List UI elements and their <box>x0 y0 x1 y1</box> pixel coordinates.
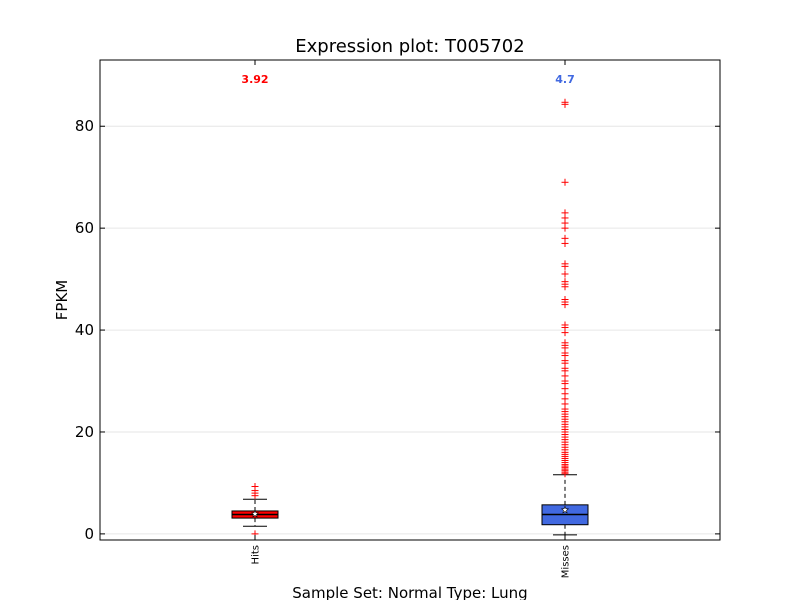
x-category-label: Misses <box>561 545 572 578</box>
outlier-point <box>561 178 569 186</box>
grid-layer <box>100 125 720 535</box>
mean-marker <box>560 505 570 514</box>
outlier-point <box>561 234 569 242</box>
outlier-point <box>561 270 569 278</box>
mean-annotation: 3.92 <box>241 73 268 86</box>
y-tick-label: 20 <box>75 423 94 441</box>
box-misses <box>541 474 589 536</box>
y-tick-label: 0 <box>84 525 94 543</box>
plot-frame <box>99 59 721 541</box>
mean-annotation: 4.7 <box>555 73 575 86</box>
y-tick-label: 80 <box>75 117 94 135</box>
outlier-point <box>561 339 569 347</box>
outlier-layer <box>251 98 569 538</box>
outlier-point <box>561 321 569 329</box>
mean-annotations: 3.92 4.7 <box>241 73 574 86</box>
y-tick-label: 40 <box>75 321 94 339</box>
outlier-point <box>561 98 569 106</box>
outlier-point <box>561 295 569 303</box>
x-axis-label: Sample Set: Normal Type: Lung <box>292 584 527 600</box>
outlier-point <box>561 278 569 286</box>
box-hits <box>231 498 279 527</box>
x-category-label: Hits <box>251 545 262 564</box>
outlier-point <box>251 482 259 490</box>
y-axis-ticks: 0 20 40 60 80 <box>75 117 720 543</box>
chart-title: Expression plot: T005702 <box>295 36 524 57</box>
box-layer <box>231 474 589 536</box>
x-axis-ticks: Hits Misses <box>251 60 572 578</box>
outlier-point <box>561 260 569 268</box>
y-axis-label: FPKM <box>53 280 71 320</box>
mean-marker <box>250 509 260 518</box>
y-tick-label: 60 <box>75 219 94 237</box>
outlier-point <box>561 209 569 217</box>
